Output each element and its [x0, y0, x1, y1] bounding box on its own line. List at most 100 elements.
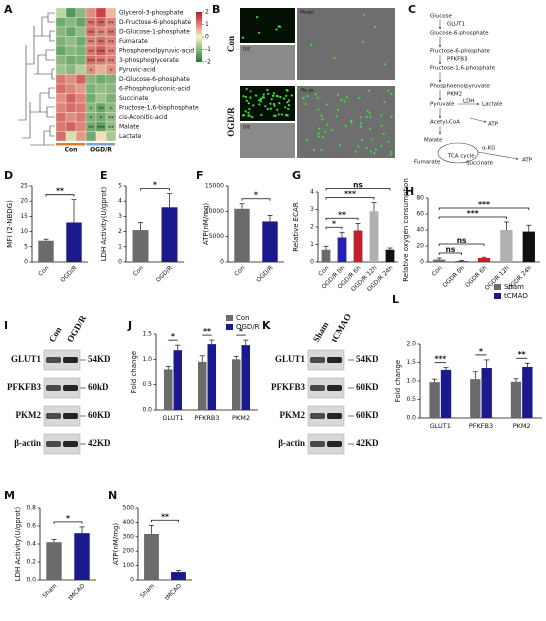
significance-star: **	[108, 30, 114, 36]
heatmap-cell	[75, 36, 87, 47]
y-axis-label: LDH Activity(U/gprot)	[100, 186, 108, 261]
heatmap-cell	[55, 121, 67, 132]
heatmap-cell	[65, 121, 77, 132]
bar	[369, 211, 379, 262]
panel-label: I	[4, 319, 8, 332]
cell-dot	[245, 99, 248, 102]
cell-dot	[280, 113, 284, 116]
bar	[66, 222, 82, 262]
blot-band	[327, 357, 342, 363]
y-tick-label: 20	[416, 243, 424, 250]
blot-strip	[307, 433, 345, 455]
x-tick-label: Con	[233, 264, 246, 277]
cell-dot	[267, 92, 270, 95]
significance-bracket	[438, 207, 530, 210]
micrograph	[297, 8, 395, 80]
panel-label: N	[108, 489, 117, 502]
channel-label: DIC	[243, 125, 251, 131]
protein-label: PFKFB3	[271, 382, 305, 392]
cell-dot	[286, 101, 289, 104]
colorbar-label: -2	[205, 59, 211, 66]
heatmap-cell	[55, 131, 67, 142]
cell-dot	[390, 150, 393, 154]
significance-star: **	[108, 49, 114, 55]
cell-dot	[242, 95, 245, 98]
y-axis-label: Relative oxygen consumption	[402, 178, 410, 282]
channel-label: Merge	[300, 10, 314, 16]
size-label: 54KD	[356, 354, 379, 364]
pathway-node: ATP	[488, 122, 499, 128]
significance-label: *	[66, 514, 70, 523]
significance-star: **	[108, 21, 114, 27]
cell-dot	[317, 132, 320, 135]
channel-label: Merge	[300, 88, 314, 94]
heatmap-cell	[75, 55, 87, 66]
micrograph	[240, 45, 295, 80]
cell-dot	[285, 94, 288, 97]
colorbar-label: 0	[205, 34, 209, 41]
cell-dot	[285, 114, 288, 117]
significance-label: *	[153, 181, 157, 190]
cell-dot	[284, 106, 287, 109]
bar	[234, 208, 250, 262]
size-label: 42KD	[88, 438, 111, 448]
pathway-node: α-KG	[482, 146, 495, 152]
pathway-node: LDH	[463, 99, 474, 105]
bar	[522, 231, 535, 262]
panel-label: K	[262, 319, 271, 332]
y-axis-label: ATP(nM/mg)	[112, 523, 120, 566]
y-tick-label: 1.0	[406, 378, 416, 385]
panel-label: F	[196, 169, 204, 182]
heatmap-cell	[75, 74, 87, 85]
y-tick-label: 0.5	[406, 396, 416, 403]
heatmap-cell	[105, 93, 117, 104]
x-tick-label: OGD/R	[255, 265, 274, 284]
bar	[161, 207, 178, 262]
heatmap-cell	[75, 45, 87, 56]
significance-star: ***	[97, 59, 106, 65]
condition-label: Con	[226, 36, 236, 52]
y-tick-label: 0.0	[26, 577, 36, 584]
bar	[207, 344, 217, 410]
y-tick-label: 0.4	[26, 541, 36, 548]
cell-dot	[326, 123, 329, 126]
cell-dot	[363, 13, 366, 16]
panel-label: L	[392, 293, 399, 306]
y-tick-label: 0	[118, 259, 122, 266]
bar	[231, 359, 241, 410]
cell-dot	[359, 125, 362, 128]
heatmap-cell	[55, 17, 67, 28]
y-tick-label: 10	[20, 228, 28, 235]
x-tick-label: PFKRB3	[194, 414, 219, 422]
bar	[241, 345, 251, 410]
heatmap-cell	[55, 45, 67, 56]
heatmap-cell	[65, 131, 77, 142]
y-tick-label: 1.5	[142, 331, 152, 338]
y-tick-label: 25	[20, 183, 28, 190]
micrograph	[297, 86, 395, 158]
y-axis-label: Relative ECAR	[292, 202, 300, 252]
bar	[522, 366, 533, 418]
y-tick-label: 15	[20, 213, 28, 220]
cell-dot	[339, 144, 342, 147]
cell-dot	[380, 124, 383, 127]
cell-dot	[275, 28, 278, 31]
row-label: 6-Phosphogluconic-acid	[119, 85, 190, 92]
heatmap-cell	[85, 93, 97, 104]
cell-dot	[316, 96, 319, 99]
y-axis-label: Fold change	[394, 360, 402, 402]
cell-dot	[383, 63, 386, 66]
cell-dot	[299, 88, 302, 91]
heatmap-cell	[75, 121, 87, 132]
cell-dot	[259, 100, 262, 103]
lane-label: OGD/R	[65, 313, 89, 344]
group-bar	[86, 143, 115, 146]
heatmap-cell	[75, 131, 87, 142]
y-tick-label: 15000	[205, 183, 224, 190]
panel-label: H	[405, 185, 414, 198]
significance-label: **	[338, 210, 346, 219]
size-label: 60KD	[356, 382, 379, 392]
micrograph	[240, 8, 295, 43]
protein-label: PKM2	[16, 410, 42, 420]
pathway-node: Pyruvate	[430, 102, 455, 108]
